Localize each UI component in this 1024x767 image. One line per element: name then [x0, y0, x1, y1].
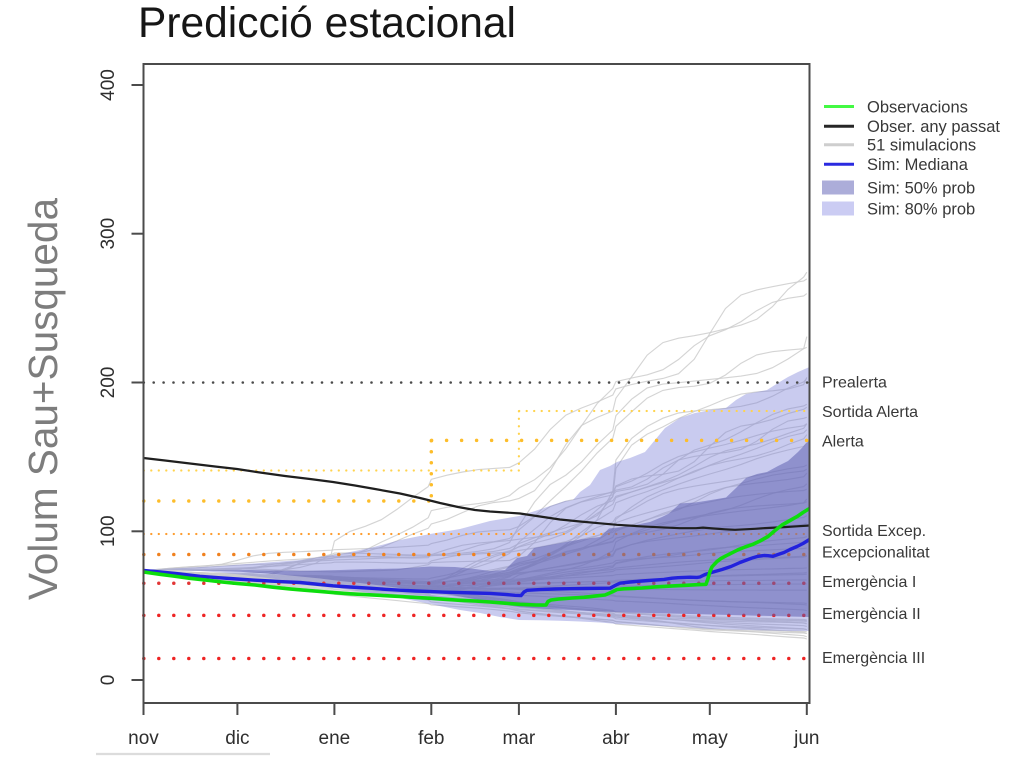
svg-text:Emergència III: Emergència III [822, 650, 925, 667]
svg-text:Sortida Excep.: Sortida Excep. [822, 523, 926, 540]
svg-text:feb: feb [418, 728, 444, 749]
svg-text:jun: jun [793, 728, 819, 749]
svg-text:Observacions: Observacions [867, 98, 968, 116]
svg-text:400: 400 [98, 69, 119, 101]
svg-text:dic: dic [225, 728, 249, 749]
svg-text:Alerta: Alerta [822, 434, 864, 451]
svg-text:Sim: 50% prob: Sim: 50% prob [867, 179, 975, 197]
svg-text:200: 200 [98, 367, 119, 399]
svg-text:Volum Sau+Susqueda: Volum Sau+Susqueda [20, 198, 66, 600]
svg-text:Emergència I: Emergència I [822, 574, 916, 591]
svg-text:51 simulacions: 51 simulacions [867, 137, 976, 155]
svg-text:abr: abr [602, 728, 630, 749]
svg-text:may: may [692, 728, 728, 749]
svg-text:0: 0 [98, 675, 119, 686]
svg-text:nov: nov [128, 728, 159, 749]
svg-text:Predicció estacional: Predicció estacional [138, 0, 516, 47]
svg-text:Obser. any passat: Obser. any passat [867, 118, 1000, 136]
svg-text:Sim: 80% prob: Sim: 80% prob [867, 200, 975, 218]
svg-text:ene: ene [319, 728, 351, 749]
svg-text:Sim: Mediana: Sim: Mediana [867, 156, 969, 174]
svg-text:mar: mar [503, 728, 536, 749]
svg-text:Excepcionalitat: Excepcionalitat [822, 545, 930, 562]
svg-text:Prealerta: Prealerta [822, 375, 887, 392]
svg-text:100: 100 [98, 515, 119, 547]
svg-text:Emergència II: Emergència II [822, 606, 921, 623]
svg-text:300: 300 [98, 218, 119, 250]
svg-text:Sortida Alerta: Sortida Alerta [822, 404, 918, 421]
